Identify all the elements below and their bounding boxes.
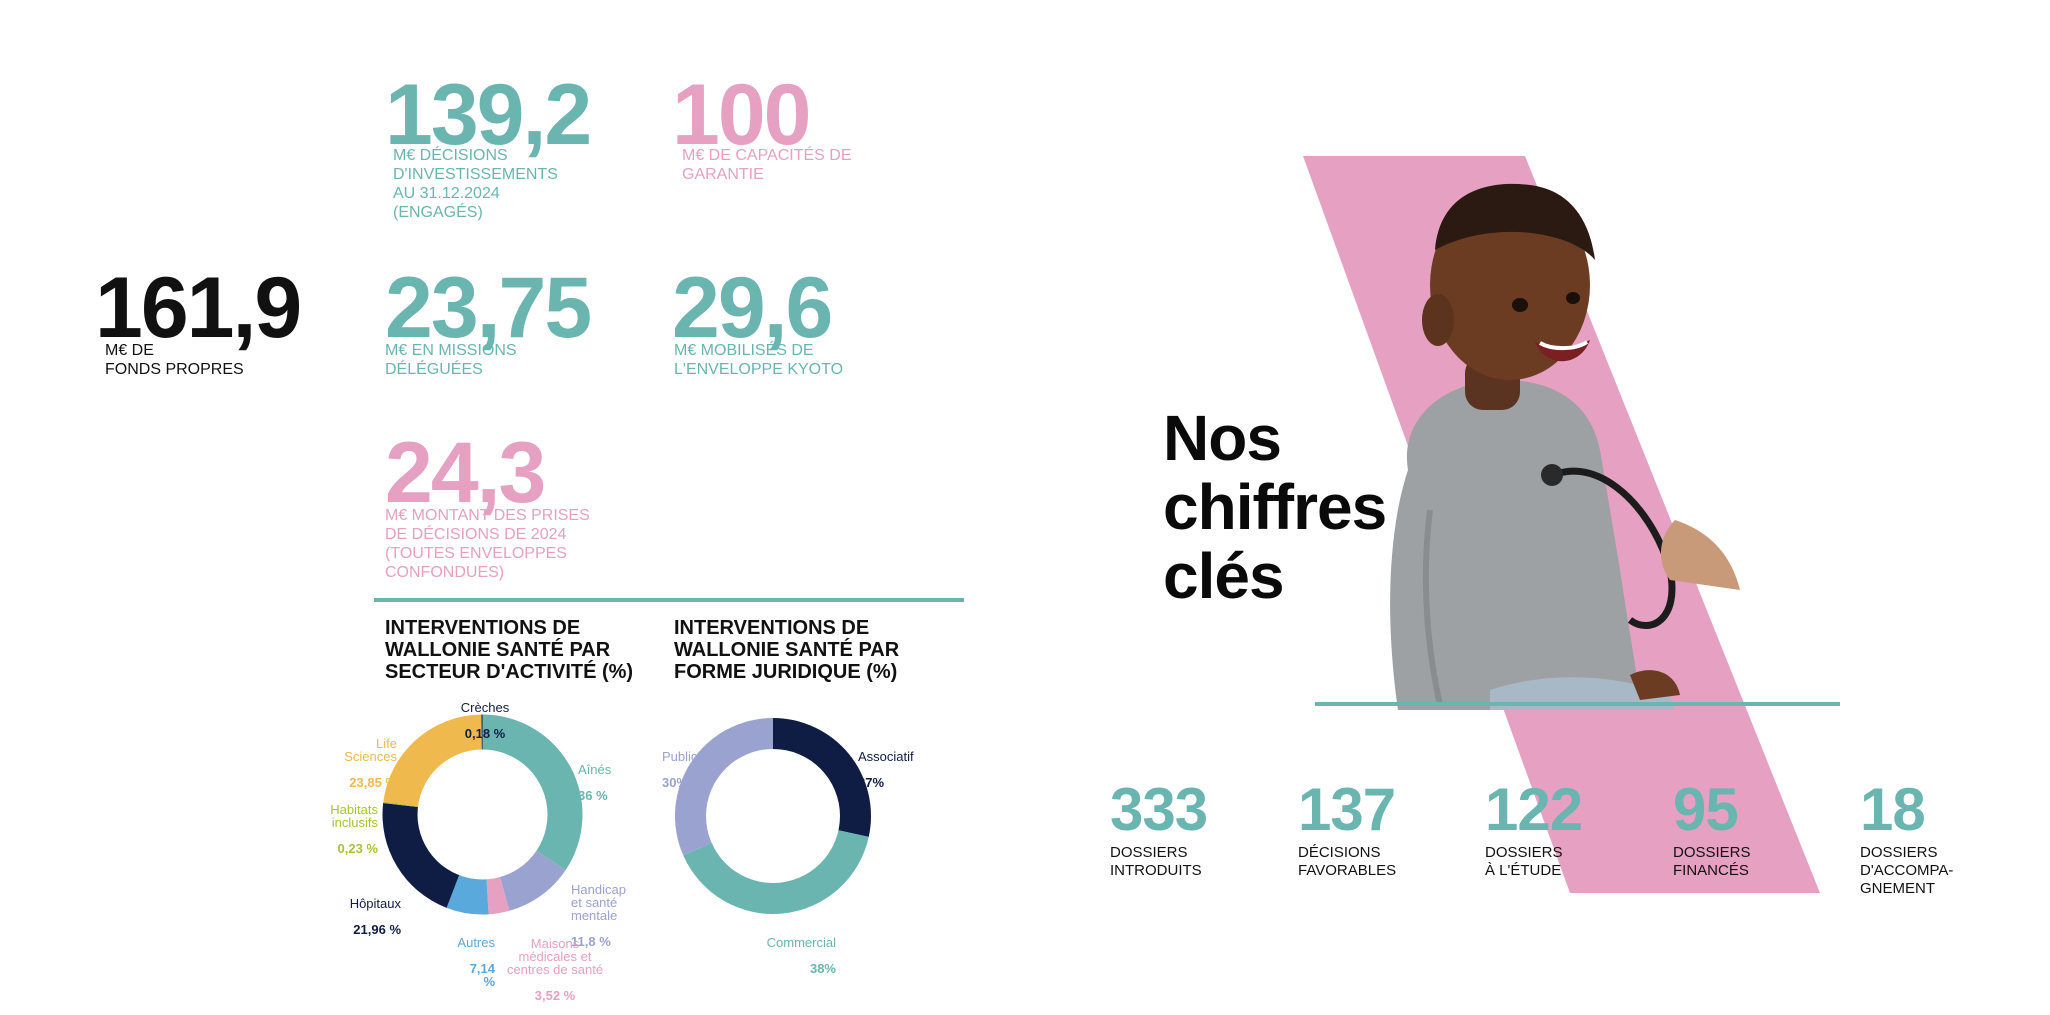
bottom-stat-finances: 95 DOSSIERS FINANCÉS [1673,780,1751,880]
bottom-stat-finances-value: 95 [1673,776,1739,843]
bottom-stat-introduits-label: DOSSIERS INTRODUITS [1110,844,1202,879]
stat-equity-label-line2: FONDS PROPRES [105,361,244,378]
label-hopitaux-pct: 21,96 % [353,922,401,937]
label-habitats-name: Habitats inclusifs [330,802,378,830]
label-autres: Autres 7,14 % [455,923,495,1001]
bottom-stat-etude-label: DOSSIERS À L'ÉTUDE [1485,844,1563,879]
label-hopitaux: Hôpitaux 21,96 % [335,884,401,949]
label-associatif-pct: 27% [858,775,885,790]
bottom-stat-favorables-value: 137 [1298,776,1396,843]
label-public: Public 30% [662,737,697,802]
bottom-stat-etude-value: 122 [1485,776,1583,843]
donut-legal-hole [706,749,840,883]
chart-legal-title: INTERVENTIONS DE WALLONIE SANTÉ PAR FORM… [674,617,900,683]
label-handicap: Handicap et santé mentale 11,8 % [571,870,626,961]
label-creches-name: Crèches [460,700,510,715]
divider-charts [374,598,964,602]
label-commercial: Commercial 38% [756,923,836,988]
label-habitats-pct: 0,23 % [337,841,378,856]
label-maisons: Maisons médicales et centres de santé 3,… [500,924,610,1015]
chart-sector-title: INTERVENTIONS DE WALLONIE SANTÉ PAR SECT… [385,617,634,683]
chart-legal-donut [675,718,871,914]
label-public-pct: 30% [662,775,689,790]
headline: Nos chiffres clés [1163,402,1387,612]
label-hopitaux-name: Hôpitaux [349,896,401,911]
label-creches: Crèches 0,18 % [460,688,510,753]
headline-line3: clés [1163,540,1285,612]
bottom-stat-etude: 122 DOSSIERS À L'ÉTUDE [1485,776,1583,880]
headline-line2: chiffres [1163,471,1387,543]
bottom-stat-favorables-label: DÉCISIONS FAVORABLES [1298,844,1397,879]
label-public-name: Public [662,749,698,764]
stat-investments-value: 139,2 [385,67,592,163]
divider-photo [1315,702,1840,706]
headline-line1: Nos [1163,402,1282,474]
stat-kyoto-label: M€ MOBILISÉS DE L'ENVELOPPE KYOTO [674,342,844,378]
label-aines-name: Aînés [578,762,612,777]
bottom-stat-introduits: 333 DOSSIERS INTRODUITS [1110,776,1208,880]
label-creches-pct: 0,18 % [464,726,506,741]
bottom-stat-favorables: 137 DÉCISIONS FAVORABLES [1298,780,1396,880]
label-aines: Aînés 36 % [578,750,611,815]
label-commercial-name: Commercial [766,935,836,950]
photo-illustration [1303,156,1820,893]
label-maisons-pct: 3,52 % [534,988,576,1003]
child-photo [1390,183,1740,710]
stat-equity-label-line1: M€ DE [105,342,154,359]
bottom-stat-accompagnement: 18 DOSSIERS D'ACCOMPA- GNEMENT [1860,780,1953,898]
label-handicap-pct: 11,8 % [571,934,611,949]
label-aines-pct: 36 % [578,788,608,803]
label-habitats: Habitats inclusifs 0,23 % [318,790,378,868]
stat-missions-value: 23,75 [385,260,592,356]
label-autres-name: Autres [457,935,495,950]
stat-missions-label: M€ EN MISSIONS DÉLÉGUÉES [385,342,517,378]
bottom-stat-finances-label: DOSSIERS FINANCÉS [1673,844,1751,879]
stat-decisions2024-label: M€ MONTANT DES PRISES DE DÉCISIONS DE 20… [385,507,590,581]
stat-investments-label: M€ DÉCISIONS D'INVESTISSEMENTS AU 31.12.… [393,147,558,221]
label-associatif-name: Associatif [858,749,914,764]
stat-kyoto-value: 29,6 [672,260,833,356]
stat-decisions2024-value: 24,3 [385,425,546,521]
stat-guarantee-value: 100 [672,67,811,163]
stat-guarantee-label: M€ DE CAPACITÉS DE GARANTIE [682,147,852,183]
donut-sector-hole [417,749,548,880]
label-life-sciences: Life Sciences 23,85 % [335,724,397,802]
label-commercial-pct: 38% [809,961,836,976]
stat-equity-label: M€ DE FONDS PROPRES [105,341,244,379]
label-associatif: Associatif 27% [858,737,914,802]
bottom-stat-accompagnement-value: 18 [1860,776,1926,843]
bottom-stat-accompagnement-label: DOSSIERS D'ACCOMPA- GNEMENT [1860,844,1954,897]
label-handicap-name: Handicap et santé mentale [571,882,626,923]
stat-equity-value: 161,9 [95,260,302,356]
label-autres-pct: 7,14 % [469,961,495,989]
chart-sector-donut [382,714,583,915]
label-life-sciences-pct: 23,85 % [349,775,397,790]
bottom-stat-introduits-value: 333 [1110,776,1208,843]
label-maisons-name: Maisons médicales et centres de santé [506,936,604,977]
label-life-sciences-name: Life Sciences [344,736,397,764]
